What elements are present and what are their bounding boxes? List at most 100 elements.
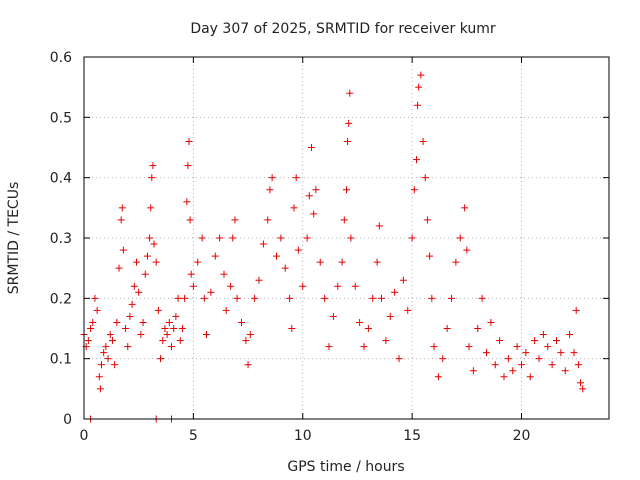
data-point [143,252,151,260]
data-point [413,156,420,164]
data-point [474,325,482,332]
data-point [200,294,208,302]
data-point [119,246,127,254]
data-point [148,174,156,182]
data-point [299,282,307,290]
data-point [133,258,140,266]
data-point [130,282,138,290]
data-point [255,276,263,284]
x-tick-labels: 0 5 10 15 20 [80,428,531,444]
data-point [305,192,313,200]
plot-frame [83,56,610,420]
x-tick-label: 5 [189,428,198,444]
data-point [181,294,189,302]
data-point [414,101,422,109]
data-point [238,318,245,326]
data-point [574,361,582,369]
data-point [321,294,329,302]
data-point [579,385,587,393]
data-point [423,216,431,224]
data-point [149,162,157,170]
data-point [141,270,149,278]
data-point [329,312,337,320]
x-axis-label: GPS time / hours [287,459,404,475]
data-point [426,252,434,260]
data-point [443,325,451,332]
data-point [410,186,418,194]
data-point [117,216,125,224]
y-axis-label: SRMTID / TECUs [6,182,22,295]
data-point [364,325,372,332]
data-point [469,367,477,375]
data-point [294,246,302,254]
points-layer [80,71,587,423]
data-point [531,337,539,345]
data-point [216,234,224,242]
data-point [137,331,145,339]
data-point [487,318,495,326]
data-point [281,264,289,272]
data-point [456,234,464,242]
data-point [415,83,423,91]
data-point [526,373,534,381]
data-point [504,355,512,363]
data-point [421,174,429,182]
data-point [246,331,254,339]
data-point [344,137,352,145]
data-point [386,312,394,320]
data-point [122,325,130,332]
data-point [231,216,239,224]
data-point [539,331,547,339]
data-point [404,306,412,314]
y-tick-label: 0.2 [50,291,72,307]
data-point [566,331,574,339]
data-point [548,361,556,369]
data-point [461,204,469,212]
data-point [478,294,486,302]
data-point [128,300,136,308]
data-point [483,349,490,357]
data-point [513,343,521,351]
data-point [544,343,552,351]
data-point [303,234,311,242]
data-point [463,246,471,254]
data-point [124,343,132,351]
data-point [93,306,101,314]
data-point [185,137,193,145]
data-point [345,119,353,127]
data-point [288,325,296,332]
ticks-layer [83,56,609,420]
data-point [310,210,318,218]
data-point [189,282,197,290]
data-point [264,216,272,224]
data-point [439,355,447,363]
data-point [186,216,194,224]
data-point [172,312,180,320]
data-point [194,258,202,266]
data-point [561,367,569,375]
data-point [157,355,165,363]
data-point [152,258,160,266]
data-point [139,318,147,326]
data-point [96,385,104,393]
data-point [106,331,114,339]
data-point [430,343,438,351]
x-tick-label: 0 [80,428,89,444]
data-point [170,325,178,332]
data-point [87,325,95,332]
data-point [108,337,116,345]
data-point [161,325,169,332]
data-point [113,318,121,326]
data-point [343,186,350,194]
data-point [369,294,377,302]
y-tick-label: 0.1 [50,352,72,368]
data-point [115,264,123,272]
data-point [168,343,175,351]
data-point [266,186,274,194]
x-tick-label: 10 [294,428,312,444]
data-point [491,361,499,369]
y-tick-label: 0 [63,412,72,428]
data-point [89,318,97,326]
